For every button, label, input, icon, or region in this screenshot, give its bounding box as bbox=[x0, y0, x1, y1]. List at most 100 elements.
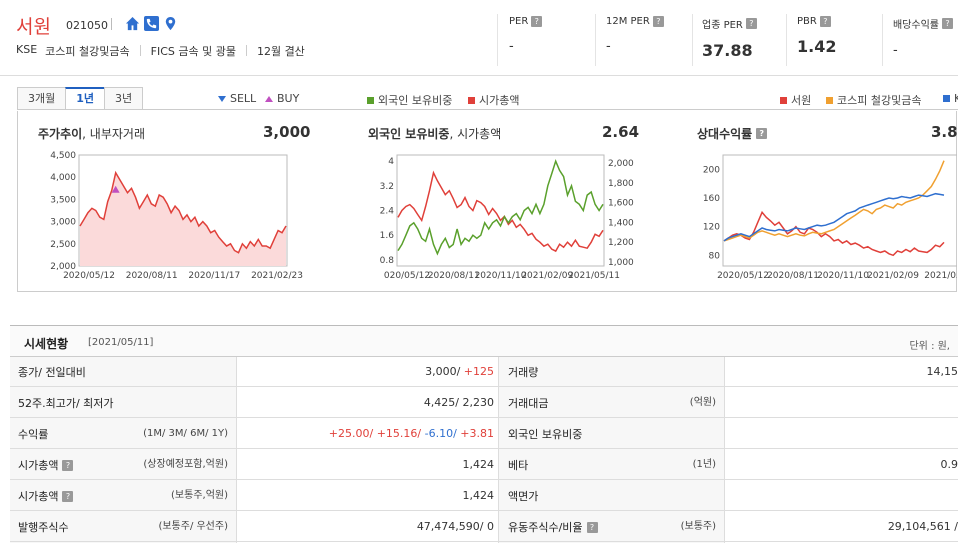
return-1y: +3.81 bbox=[460, 427, 494, 440]
legend-label: 외국인 보유비중 bbox=[378, 94, 453, 107]
settlement-label: 12월 결산 bbox=[256, 45, 305, 58]
help-icon[interactable]: ? bbox=[819, 16, 831, 27]
row-label: 거래대금 bbox=[508, 396, 549, 410]
y-tick-label-left: 2.4 bbox=[380, 207, 395, 217]
row-value: 1,424 bbox=[462, 458, 495, 471]
x-tick-label: 2020/08/11 bbox=[126, 271, 178, 281]
row-value: 0.9 bbox=[940, 458, 958, 471]
foreign-chart-frame bbox=[396, 154, 605, 267]
y-tick-label-right: 1,000 bbox=[608, 258, 634, 268]
help-icon[interactable]: ? bbox=[756, 128, 768, 139]
row-sublabel: (보통주/ 우선주) bbox=[158, 521, 228, 532]
help-icon[interactable]: ? bbox=[745, 18, 757, 29]
tab-3y[interactable]: 3년 bbox=[104, 87, 144, 109]
y-tick-label: 4,000 bbox=[50, 173, 76, 183]
metric-dividend-yield: 배당수익률? - bbox=[893, 16, 953, 58]
metric-12m-per: 12M PER? - bbox=[606, 16, 664, 54]
foreign-chart-value: 2.64 bbox=[602, 123, 640, 141]
help-icon[interactable]: ? bbox=[652, 16, 664, 27]
row-label: 시가총액? bbox=[18, 450, 74, 480]
y-tick-label: 2,000 bbox=[50, 262, 76, 272]
help-icon[interactable]: ? bbox=[62, 459, 74, 471]
legend-market-cap[interactable]: 시가총액 bbox=[468, 92, 519, 108]
row-sublabel: (1M/ 3M/ 6M/ 1Y) bbox=[143, 428, 228, 439]
metric-label: 업종 PER bbox=[702, 20, 743, 31]
row-label: 유동주식수/비율? bbox=[508, 512, 598, 542]
row-label-text: 유동주식수/비율 bbox=[508, 520, 583, 534]
metric-per: PER? - bbox=[509, 16, 543, 54]
legend-buy[interactable]: BUY bbox=[265, 92, 299, 105]
tab-3m[interactable]: 3개월 bbox=[17, 87, 67, 109]
x-tick-label: 2020/05/12 bbox=[63, 271, 115, 281]
map-pin-icon[interactable] bbox=[163, 16, 178, 31]
foreign-chart-title: 외국인 보유비중, 시가총액 bbox=[368, 125, 501, 142]
y-tick-label-left: 3.2 bbox=[380, 182, 394, 192]
foreign-ratio-line bbox=[397, 159, 604, 256]
legend-label: 시가총액 bbox=[479, 94, 520, 107]
help-icon[interactable]: ? bbox=[942, 18, 953, 29]
row-value: 1,424 bbox=[462, 489, 495, 502]
table-title: 시세현황 bbox=[24, 337, 69, 351]
row-sublabel: (보통주,억원) bbox=[171, 490, 228, 501]
metric-divider bbox=[497, 14, 498, 66]
sub-info-divider bbox=[245, 45, 247, 56]
industry-label: 코스피 철강및금속 bbox=[45, 45, 130, 58]
home-icon[interactable] bbox=[125, 16, 140, 31]
help-icon[interactable]: ? bbox=[586, 521, 598, 533]
legend-index[interactable]: K bbox=[943, 92, 958, 105]
company-sub-info: KSE 코스피 철강및금속 FICS 금속 및 광물 12월 결산 bbox=[16, 43, 305, 59]
x-tick-label: 2021/05/11 bbox=[568, 271, 620, 281]
y-tick-label-left: 1.6 bbox=[380, 231, 395, 241]
index-return-line bbox=[723, 192, 945, 242]
legend-sector[interactable]: 코스피 철강및금속 bbox=[826, 92, 921, 108]
row-value: 29,104,561 / bbox=[887, 520, 958, 533]
relative-chart-value: 3.8 bbox=[931, 123, 958, 141]
x-tick-label: 2020/05/12 bbox=[717, 271, 769, 281]
row-value: +25.00/ +15.16/ -6.10/ +3.81 bbox=[329, 419, 494, 449]
row-sublabel: (보통주) bbox=[680, 521, 716, 532]
legend-foreign[interactable]: 외국인 보유비중 bbox=[367, 92, 452, 108]
row-label: 액면가 bbox=[508, 489, 539, 503]
row-label: 종가/ 전일대비 bbox=[18, 365, 86, 379]
chart-panel: 주가추이, 내부자거래 3,000 외국인 보유비중, 시가총액 2.64 상대… bbox=[17, 111, 958, 292]
stock-return-line bbox=[723, 210, 945, 257]
y-tick-label-left: 4 bbox=[388, 157, 394, 167]
chart-title-main: 상대수익률 bbox=[697, 127, 753, 141]
price-chart-value: 3,000 bbox=[263, 123, 311, 141]
label-column-bg bbox=[10, 357, 236, 543]
y-tick-label: 80 bbox=[709, 251, 721, 261]
y-tick-label: 200 bbox=[703, 165, 720, 175]
tab-underline bbox=[17, 109, 958, 110]
help-icon[interactable]: ? bbox=[531, 16, 543, 27]
metric-label: PBR bbox=[797, 16, 817, 27]
x-tick-label: 2020/11/10 bbox=[475, 271, 527, 281]
metric-value: 37.88 bbox=[702, 41, 753, 60]
legend-swatch bbox=[468, 96, 475, 104]
phone-icon[interactable] bbox=[144, 16, 159, 31]
period-tabs: 3개월 1년 3년 bbox=[17, 87, 144, 109]
tab-1y[interactable]: 1년 bbox=[65, 87, 106, 109]
metric-divider bbox=[786, 14, 787, 66]
price-line bbox=[79, 170, 287, 254]
x-tick-label: 2021/02/09 bbox=[867, 271, 919, 281]
close-price: 3,000/ bbox=[425, 365, 464, 378]
y-tick-label-right: 1,800 bbox=[608, 179, 634, 189]
legend-stock[interactable]: 서원 bbox=[780, 92, 811, 108]
metric-pbr: PBR? 1.42 bbox=[797, 16, 836, 56]
x-tick-label: 2020/08/11 bbox=[767, 271, 819, 281]
legend-sell[interactable]: SELL bbox=[218, 92, 256, 105]
row-value: 47,474,590/ 0 bbox=[416, 520, 494, 533]
legend-swatch bbox=[780, 96, 787, 104]
fics-label: FICS 금속 및 광물 bbox=[150, 45, 236, 58]
x-tick-label: 2021/05 bbox=[924, 271, 957, 281]
row-label: 거래량 bbox=[508, 365, 539, 379]
legend-label: SELL bbox=[230, 92, 257, 105]
legend-label: K bbox=[954, 92, 958, 105]
help-icon[interactable]: ? bbox=[62, 490, 74, 502]
row-sublabel: (억원) bbox=[689, 397, 716, 408]
y-tick-label-right: 2,000 bbox=[608, 159, 634, 169]
row-label: 외국인 보유비중 bbox=[508, 427, 583, 441]
row-sublabel: (1년) bbox=[692, 459, 716, 470]
y-tick-label: 160 bbox=[703, 194, 720, 204]
metric-sector-per: 업종 PER? 37.88 bbox=[702, 16, 757, 60]
